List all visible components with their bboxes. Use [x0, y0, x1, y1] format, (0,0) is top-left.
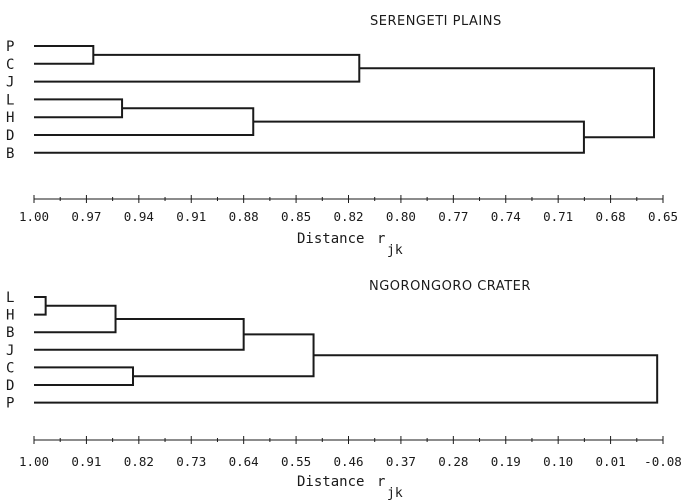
leaf-label-d: D [6, 378, 14, 394]
x-tick-label: 0.82 [124, 454, 154, 469]
leaf-label-d: D [6, 128, 14, 144]
merge-branch-lhbjcd [133, 333, 315, 378]
merge-branch-lhd [34, 107, 255, 136]
x-tick-label: 0.77 [438, 209, 468, 224]
merge-branch-lhb [34, 304, 117, 334]
x-tick-label: 0.37 [386, 454, 416, 469]
leaf-label-p: P [6, 396, 14, 412]
x-axis-title: Distance [297, 474, 364, 490]
merge-branch-pcj [34, 53, 361, 83]
leaf-label-h: H [6, 308, 14, 324]
x-tick-label: 0.73 [176, 454, 206, 469]
leaf-label-p: P [6, 39, 14, 55]
x-tick-label: 0.97 [71, 209, 101, 224]
leaf-label-l: L [6, 290, 14, 306]
leaf-label-b: B [6, 146, 14, 162]
x-tick-label: 0.10 [543, 454, 573, 469]
x-tick-label: 0.94 [124, 209, 154, 224]
x-tick-label: 0.46 [333, 454, 363, 469]
x-tick-label: 0.91 [71, 454, 101, 469]
x-tick-label: 0.55 [281, 454, 311, 469]
leaf-label-h: H [6, 110, 14, 126]
leaf-label-b: B [6, 325, 14, 341]
x-tick-label: 0.64 [229, 454, 259, 469]
x-tick-label: 0.85 [281, 209, 311, 224]
x-tick-label: 0.28 [438, 454, 468, 469]
x-tick-label: 0.80 [386, 209, 416, 224]
x-axis-subscript: jk [387, 243, 403, 258]
x-axis-subscript: jk [387, 486, 403, 501]
leaf-label-j: J [6, 343, 14, 359]
x-tick-label: 0.74 [491, 209, 521, 224]
merge-branch-pcjlhdb [359, 67, 656, 139]
leaf-label-l: L [6, 92, 14, 108]
chart-title: NGORONGORO CRATER [369, 279, 531, 294]
x-axis-symbol: r [377, 231, 385, 247]
x-tick-label: 0.01 [596, 454, 626, 469]
merge-branch-pc [34, 45, 95, 65]
x-tick-label: 0.65 [648, 209, 678, 224]
merge-branch-lh [34, 98, 124, 119]
x-tick-label: 1.00 [19, 454, 49, 469]
x-axis-title: Distance [297, 231, 364, 247]
x-tick-label: 0.68 [596, 209, 626, 224]
leaf-label-j: J [6, 75, 14, 91]
x-tick-label: 0.91 [176, 209, 206, 224]
x-tick-label: 0.82 [333, 209, 363, 224]
leaf-label-c: C [6, 57, 14, 73]
merge-branch-lhbjcdp [34, 354, 659, 404]
x-tick-label: -0.08 [644, 454, 682, 469]
x-tick-label: 1.00 [19, 209, 49, 224]
chart-title: SERENGETI PLAINS [370, 14, 502, 29]
merge-branch-lhbj [34, 318, 245, 351]
merge-branch-lh [34, 296, 47, 316]
x-axis-symbol: r [377, 474, 385, 490]
merge-branch-lhdb [34, 120, 585, 154]
x-tick-label: 0.19 [491, 454, 521, 469]
merge-branch-cd [34, 366, 135, 386]
leaf-label-c: C [6, 360, 14, 376]
x-tick-label: 0.71 [543, 209, 573, 224]
x-tick-label: 0.88 [229, 209, 259, 224]
